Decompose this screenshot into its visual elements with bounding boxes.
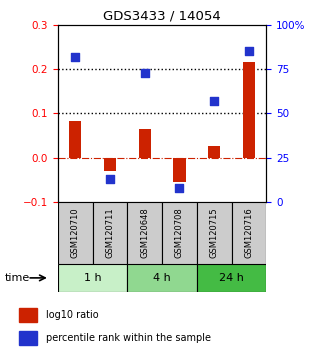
Bar: [197, 202, 232, 264]
Bar: [104, 158, 116, 171]
Text: log10 ratio: log10 ratio: [46, 310, 98, 320]
Bar: [197, 264, 266, 292]
Text: GSM120716: GSM120716: [245, 207, 254, 258]
Point: [73, 54, 78, 59]
Bar: [243, 62, 255, 158]
Bar: [19, 331, 37, 344]
Point: [142, 70, 147, 75]
Bar: [58, 202, 92, 264]
Text: percentile rank within the sample: percentile rank within the sample: [46, 332, 211, 343]
Point: [247, 48, 252, 54]
Text: 24 h: 24 h: [219, 273, 244, 283]
Bar: [92, 202, 127, 264]
Bar: [162, 202, 197, 264]
Bar: [139, 129, 151, 158]
Bar: [69, 121, 81, 158]
Bar: [58, 264, 127, 292]
Text: 1 h: 1 h: [84, 273, 101, 283]
Bar: [127, 264, 197, 292]
Bar: [19, 308, 37, 322]
Bar: [232, 202, 266, 264]
Point: [177, 185, 182, 190]
Text: 4 h: 4 h: [153, 273, 171, 283]
Title: GDS3433 / 14054: GDS3433 / 14054: [103, 9, 221, 22]
Point: [107, 176, 112, 182]
Bar: [208, 147, 220, 158]
Text: GSM120648: GSM120648: [140, 207, 149, 258]
Text: GSM120708: GSM120708: [175, 207, 184, 258]
Text: GSM120711: GSM120711: [105, 207, 115, 258]
Point: [212, 98, 217, 104]
Text: GSM120715: GSM120715: [210, 207, 219, 258]
Text: time: time: [5, 273, 30, 283]
Bar: [127, 202, 162, 264]
Bar: [173, 158, 186, 182]
Text: GSM120710: GSM120710: [71, 207, 80, 258]
